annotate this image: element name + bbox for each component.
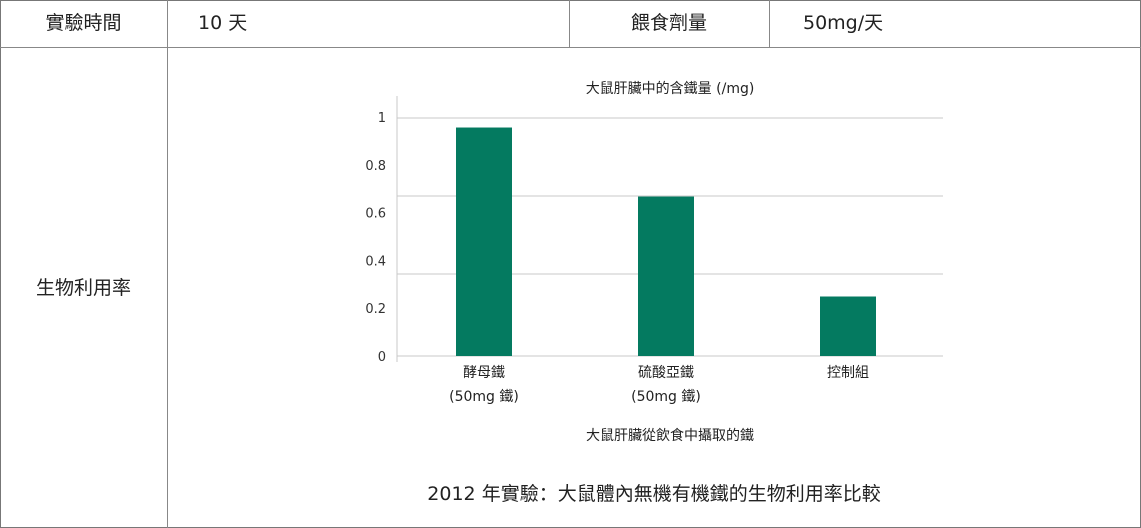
chart-title: 大鼠肝臟中的含鐵量 (/mg) <box>586 80 755 97</box>
bar <box>820 296 876 356</box>
y-tick-label: 0.8 <box>365 159 386 174</box>
column-divider <box>769 0 770 47</box>
y-tick-label: 0.6 <box>365 207 386 222</box>
x-tick-sublabel: (50mg 鐵) <box>631 388 701 405</box>
dose-label: 餵食劑量 <box>630 12 707 34</box>
y-tick-label: 0.4 <box>365 254 386 269</box>
bar <box>456 127 512 357</box>
dose-value: 50mg/天 <box>803 12 884 34</box>
bioavailability-label: 生物利用率 <box>35 277 131 299</box>
chart-caption: 2012 年實驗：大鼠體內無機有機鐵的生物利用率比較 <box>427 483 881 505</box>
y-tick-label: 1 <box>378 111 386 126</box>
x-tick-label: 硫酸亞鐵 <box>638 364 694 381</box>
duration-value: 10 天 <box>198 12 248 34</box>
y-tick-label: 0 <box>378 350 386 365</box>
bar <box>638 196 694 356</box>
row-divider <box>0 47 1141 48</box>
y-tick-label: 0.2 <box>365 302 386 317</box>
duration-label: 實驗時間 <box>45 12 122 34</box>
x-tick-label: 控制組 <box>827 365 869 381</box>
column-divider <box>167 0 168 528</box>
x-tick-label: 酵母鐵 <box>463 364 505 381</box>
column-divider <box>569 0 570 47</box>
x-axis-label: 大鼠肝臟從飲食中攝取的鐵 <box>586 427 754 444</box>
x-tick-sublabel: (50mg 鐵) <box>449 388 519 405</box>
